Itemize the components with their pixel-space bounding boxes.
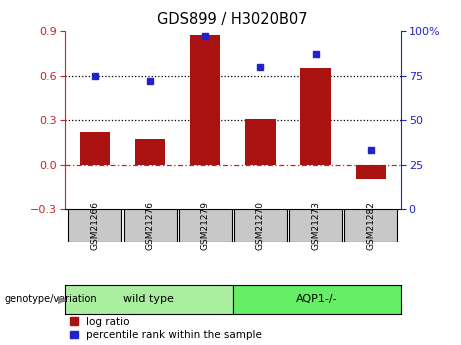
Bar (301, 68, 331, 165)
Text: GSM21270: GSM21270 (256, 201, 265, 250)
Bar (135, 139, 165, 165)
Text: GSM21282: GSM21282 (366, 201, 375, 250)
Text: GSM21266: GSM21266 (90, 201, 100, 250)
Title: GDS899 / H3020B07: GDS899 / H3020B07 (158, 12, 308, 27)
Bar (124, 209, 177, 242)
Text: GSM21273: GSM21273 (311, 201, 320, 250)
Bar (179, 209, 232, 242)
Text: GSM21279: GSM21279 (201, 201, 210, 250)
Bar (80, 132, 110, 165)
Bar (190, 35, 220, 165)
Bar (344, 209, 397, 242)
Bar (355, 165, 386, 179)
Bar (234, 209, 287, 242)
Bar (68, 209, 121, 242)
Text: wild type: wild type (123, 294, 174, 304)
Bar (245, 119, 276, 165)
Bar (289, 209, 342, 242)
Legend: log ratio, percentile rank within the sample: log ratio, percentile rank within the sa… (70, 317, 262, 340)
Text: ▶: ▶ (58, 294, 66, 304)
Text: AQP1-/-: AQP1-/- (296, 294, 338, 304)
Text: GSM21276: GSM21276 (146, 201, 154, 250)
Text: genotype/variation: genotype/variation (5, 294, 97, 304)
